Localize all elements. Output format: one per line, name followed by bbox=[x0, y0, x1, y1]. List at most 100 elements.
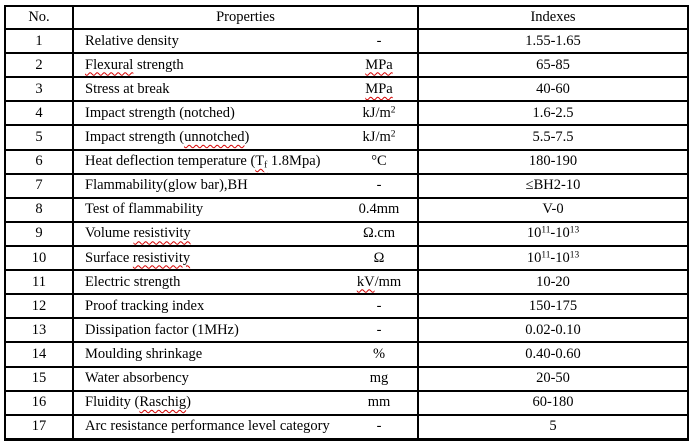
cell-property: Volume resistivity Ω.cm bbox=[72, 220, 419, 247]
property-name: Proof tracking index bbox=[85, 297, 205, 314]
property-name: Impact strength (notched) bbox=[85, 104, 235, 121]
table-row: 7 Flammability(glow bar),BH - ≤BH2-10 bbox=[4, 172, 689, 199]
cell-no: 14 bbox=[4, 341, 74, 368]
cell-index: 150-175 bbox=[417, 293, 689, 320]
cell-index: 10-20 bbox=[417, 269, 689, 296]
cell-property: Moulding shrinkage % bbox=[72, 341, 419, 368]
property-unit: MPa bbox=[365, 56, 393, 73]
cell-index: 180-190 bbox=[417, 148, 689, 175]
property-name: Moulding shrinkage bbox=[85, 345, 203, 362]
cell-no: 4 bbox=[4, 100, 74, 127]
property-unit: MPa bbox=[365, 80, 393, 97]
cell-no: 3 bbox=[4, 76, 74, 103]
header-no: No. bbox=[4, 5, 74, 30]
cell-property: Test of flammability 0.4mm bbox=[72, 196, 419, 223]
property-unit: Ω.cm bbox=[362, 225, 396, 242]
property-unit: mm bbox=[367, 394, 391, 411]
cell-property: Stress at break MPa bbox=[72, 76, 419, 103]
property-name: Test of flammability bbox=[85, 201, 204, 218]
property-name: Arc resistance performance level categor… bbox=[85, 418, 330, 435]
property-name: Relative density bbox=[85, 32, 179, 49]
header-properties: Properties bbox=[72, 5, 419, 30]
cell-index: 5.5-7.5 bbox=[417, 124, 689, 151]
cell-no: 16 bbox=[4, 389, 74, 416]
cell-no: 9 bbox=[4, 220, 74, 247]
property-name: Heat deflection temperature (Tf 1.8Mpa) bbox=[85, 153, 321, 171]
property-unit: kJ/m2 bbox=[362, 128, 396, 145]
property-name: Volume resistivity bbox=[85, 225, 191, 242]
property-unit: - bbox=[376, 321, 382, 338]
properties-table-container: No. Properties Indexes 1 Relative densit… bbox=[4, 5, 689, 441]
cell-property: Dissipation factor (1MHz) - bbox=[72, 317, 419, 344]
property-name: Electric strength bbox=[85, 273, 181, 290]
property-unit: Ω bbox=[373, 249, 385, 266]
table-row: 13 Dissipation factor (1MHz) - 0.02-0.10 bbox=[4, 317, 689, 344]
property-name: Impact strength (unnotched) bbox=[85, 128, 250, 145]
table-row: 4 Impact strength (notched) kJ/m2 1.6-2.… bbox=[4, 100, 689, 127]
table-row: 5 Impact strength (unnotched) kJ/m2 5.5-… bbox=[4, 124, 689, 151]
cell-index: 0.40-0.60 bbox=[417, 341, 689, 368]
cell-no: 1 bbox=[4, 27, 74, 55]
table-row: 1 Relative density - 1.55-1.65 bbox=[4, 27, 689, 55]
property-unit: kV/mm bbox=[356, 273, 402, 290]
cell-property: Impact strength (unnotched) kJ/m2 bbox=[72, 124, 419, 151]
cell-index: ≤BH2-10 bbox=[417, 172, 689, 199]
table-row: 3 Stress at break MPa 40-60 bbox=[4, 76, 689, 103]
table-row: 17 Arc resistance performance level cate… bbox=[4, 413, 689, 441]
property-unit: - bbox=[376, 32, 382, 49]
property-unit: - bbox=[376, 177, 382, 194]
cell-property: Arc resistance performance level categor… bbox=[72, 413, 419, 441]
property-unit: mg bbox=[369, 370, 389, 387]
table-row: 14 Moulding shrinkage % 0.40-0.60 bbox=[4, 341, 689, 368]
property-name: Dissipation factor (1MHz) bbox=[85, 321, 239, 338]
cell-no: 12 bbox=[4, 293, 74, 320]
cell-property: Heat deflection temperature (Tf 1.8Mpa) … bbox=[72, 148, 419, 175]
table-row: 11 Electric strength kV/mm 10-20 bbox=[4, 269, 689, 296]
property-unit: - bbox=[376, 418, 382, 435]
table-row: 12 Proof tracking index - 150-175 bbox=[4, 293, 689, 320]
cell-no: 7 bbox=[4, 172, 74, 199]
header-row: No. Properties Indexes bbox=[4, 5, 689, 30]
header-indexes: Indexes bbox=[417, 5, 689, 30]
cell-index: 20-50 bbox=[417, 365, 689, 392]
cell-index: 1.6-2.5 bbox=[417, 100, 689, 127]
property-unit: °C bbox=[371, 153, 387, 170]
cell-no: 17 bbox=[4, 413, 74, 441]
table-row: 15 Water absorbency mg 20-50 bbox=[4, 365, 689, 392]
property-name: Flexural strength bbox=[85, 56, 184, 73]
cell-property: Flammability(glow bar),BH - bbox=[72, 172, 419, 199]
cell-no: 2 bbox=[4, 52, 74, 79]
cell-index: 5 bbox=[417, 413, 689, 441]
table-row: 16 Fluidity (Raschig) mm 60-180 bbox=[4, 389, 689, 416]
cell-property: Surface resistivity Ω bbox=[72, 244, 419, 272]
property-name: Fluidity (Raschig) bbox=[85, 394, 191, 411]
table-row: 9 Volume resistivity Ω.cm 1011-1013 bbox=[4, 220, 689, 247]
cell-no: 5 bbox=[4, 124, 74, 151]
properties-table: No. Properties Indexes 1 Relative densit… bbox=[4, 5, 689, 441]
property-name: Surface resistivity bbox=[85, 249, 191, 266]
property-unit: 0.4mm bbox=[358, 201, 400, 218]
cell-index: 0.02-0.10 bbox=[417, 317, 689, 344]
cell-no: 15 bbox=[4, 365, 74, 392]
cell-property: Fluidity (Raschig) mm bbox=[72, 389, 419, 416]
property-name: Stress at break bbox=[85, 80, 170, 97]
cell-property: Electric strength kV/mm bbox=[72, 269, 419, 296]
property-unit: - bbox=[376, 297, 382, 314]
table-row: 6 Heat deflection temperature (Tf 1.8Mpa… bbox=[4, 148, 689, 175]
table-row: 10 Surface resistivity Ω 1011-1013 bbox=[4, 244, 689, 272]
cell-index: 60-180 bbox=[417, 389, 689, 416]
cell-property: Flexural strength MPa bbox=[72, 52, 419, 79]
cell-index: 1011-1013 bbox=[417, 220, 689, 247]
cell-index: 40-60 bbox=[417, 76, 689, 103]
cell-no: 8 bbox=[4, 196, 74, 223]
cell-no: 13 bbox=[4, 317, 74, 344]
cell-index: V-0 bbox=[417, 196, 689, 223]
cell-property: Water absorbency mg bbox=[72, 365, 419, 392]
property-unit: % bbox=[372, 345, 386, 362]
property-name: Water absorbency bbox=[85, 370, 189, 387]
cell-index: 1011-1013 bbox=[417, 244, 689, 272]
cell-no: 11 bbox=[4, 269, 74, 296]
property-unit: kJ/m2 bbox=[362, 104, 396, 121]
table-row: 8 Test of flammability 0.4mm V-0 bbox=[4, 196, 689, 223]
cell-property: Impact strength (notched) kJ/m2 bbox=[72, 100, 419, 127]
